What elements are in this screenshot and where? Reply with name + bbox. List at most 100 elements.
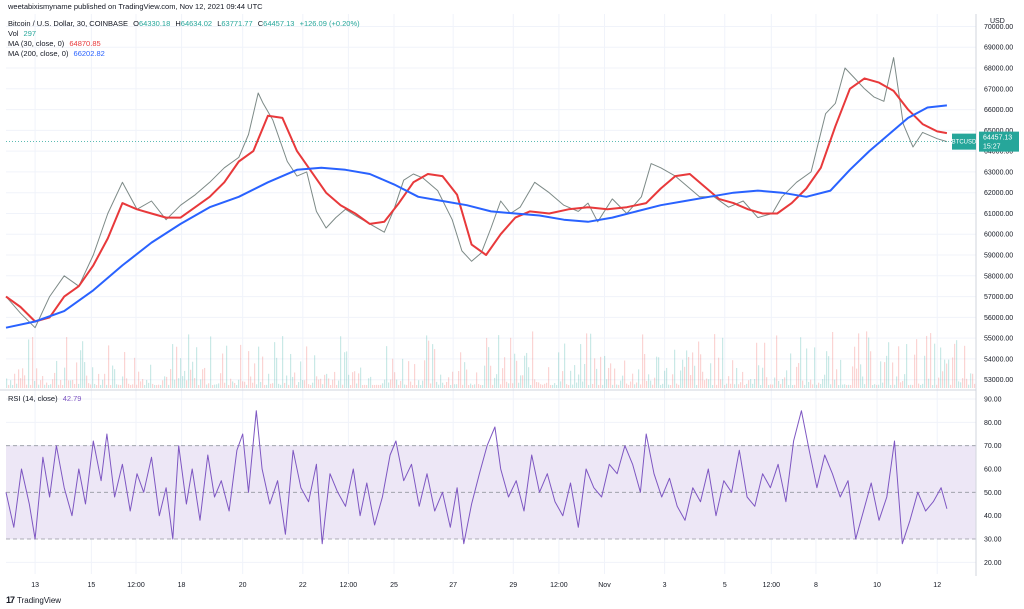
volume-bar	[438, 384, 440, 388]
volume-bar	[112, 365, 114, 388]
volume-bar	[876, 384, 878, 388]
volume-bar	[270, 383, 272, 388]
volume-bar	[602, 384, 604, 388]
volume-bar	[454, 384, 456, 388]
tradingview-footer[interactable]: 17 TradingView	[6, 595, 61, 605]
volume-bar	[64, 367, 66, 388]
volume-bar	[324, 374, 326, 388]
volume-bar	[742, 371, 744, 388]
time-axis: 13 15 12:00 18 20 22 12:00 25 27 29 12:00 Nov 3 5 12:0…	[31, 582, 941, 589]
volume-bar	[316, 376, 318, 388]
volume-bar	[844, 384, 846, 388]
volume-bar	[618, 384, 620, 388]
rsi-legend[interactable]: RSI (14, close) 42.79	[8, 394, 81, 404]
volume-bar	[356, 383, 358, 388]
time-tick-label: 3	[663, 582, 667, 589]
vol-label: Vol	[8, 29, 19, 38]
volume-bar	[498, 335, 500, 388]
volume-bar	[894, 384, 896, 388]
volume-bar	[864, 384, 866, 388]
volume-bar	[508, 383, 510, 388]
volume-bar	[654, 377, 656, 388]
volume-bar	[904, 374, 906, 388]
volume-bar	[342, 384, 344, 388]
volume-bar	[856, 368, 858, 388]
time-tick-label: 18	[178, 582, 186, 589]
volume-bar	[546, 382, 548, 388]
time-tick-label: 20	[239, 582, 247, 589]
volume-bar	[518, 382, 520, 388]
volume-bar	[794, 384, 796, 388]
volume-bar	[550, 384, 552, 388]
volume-bar	[860, 364, 862, 388]
volume-bar	[526, 352, 528, 388]
volume-bar	[158, 384, 160, 388]
volume-bar	[850, 384, 852, 388]
ma200-legend[interactable]: MA (200, close, 0) 66202.82	[8, 49, 105, 59]
volume-bar	[676, 383, 678, 388]
volume-bar	[532, 331, 534, 388]
volume-bar	[808, 381, 810, 388]
volume-bar	[590, 333, 592, 388]
volume-bar	[138, 371, 140, 388]
ticker-legend[interactable]: Bitcoin / U.S. Dollar, 30, COINBASE O643…	[8, 19, 360, 29]
price-tick-label: 53000.00	[984, 377, 1013, 384]
low-value: 63771.77	[221, 19, 253, 28]
volume-bar	[156, 384, 158, 388]
price-axis: 53000.00 54000.00 55000.00 56000.00 57000.00…	[984, 18, 1013, 384]
volume-bar	[78, 383, 80, 388]
volume-bar	[758, 365, 760, 388]
price-tick-label: 61000.00	[984, 211, 1013, 218]
volume-bar	[352, 372, 354, 388]
ma30-legend[interactable]: MA (30, close, 0) 64870.85	[8, 39, 101, 49]
volume-bar	[678, 384, 680, 388]
volume-bar	[400, 380, 402, 388]
rsi-tick-label: 20.00	[984, 560, 1002, 567]
rsi-tick-label: 60.00	[984, 467, 1002, 474]
volume-bar	[732, 360, 734, 388]
volume-bar	[580, 344, 582, 388]
volume-bar	[292, 376, 294, 388]
volume-bar	[442, 382, 444, 388]
price-tick-label: 63000.00	[984, 169, 1013, 176]
volume-bar	[240, 344, 242, 388]
rsi-guide-lines	[6, 445, 976, 540]
volume-bar	[74, 383, 76, 388]
volume-bar	[588, 384, 590, 388]
volume-bar	[700, 354, 702, 388]
volume-bar	[632, 373, 634, 388]
volume-bar	[432, 344, 434, 388]
volume-bar	[704, 380, 706, 388]
tradingview-logo-icon: 17	[6, 595, 15, 605]
volume-bar	[274, 342, 276, 388]
volume-legend[interactable]: Vol 297	[8, 29, 36, 39]
volume-bar	[320, 378, 322, 388]
price-tick-label: 62000.00	[984, 190, 1013, 197]
volume-bar	[726, 383, 728, 388]
volume-bar	[90, 384, 92, 388]
volume-bar	[912, 384, 914, 388]
volume-bar	[960, 382, 962, 388]
volume-bar	[344, 352, 346, 388]
volume-bar	[788, 384, 790, 388]
price-tick-label: 55000.00	[984, 336, 1013, 343]
volume-bar	[684, 366, 686, 388]
ticker-name: Bitcoin / U.S. Dollar, 30, COINBASE	[8, 19, 129, 28]
volume-bar	[110, 384, 112, 388]
volume-bar	[820, 384, 822, 388]
volume-bar	[652, 384, 654, 388]
volume-bar	[212, 384, 214, 388]
volume-bar	[98, 373, 100, 388]
volume-bar	[92, 367, 94, 388]
volume-bar	[524, 355, 526, 388]
volume-bar	[898, 346, 900, 388]
volume-bar	[866, 331, 868, 388]
volume-bar	[688, 357, 690, 388]
volume-bar	[68, 380, 70, 388]
volume-bar	[428, 340, 430, 388]
volume-bar	[328, 378, 330, 388]
volume-bar	[100, 384, 102, 388]
open-value: 64330.18	[138, 19, 171, 28]
volume-bar	[458, 371, 460, 388]
volume-bar	[144, 384, 146, 388]
